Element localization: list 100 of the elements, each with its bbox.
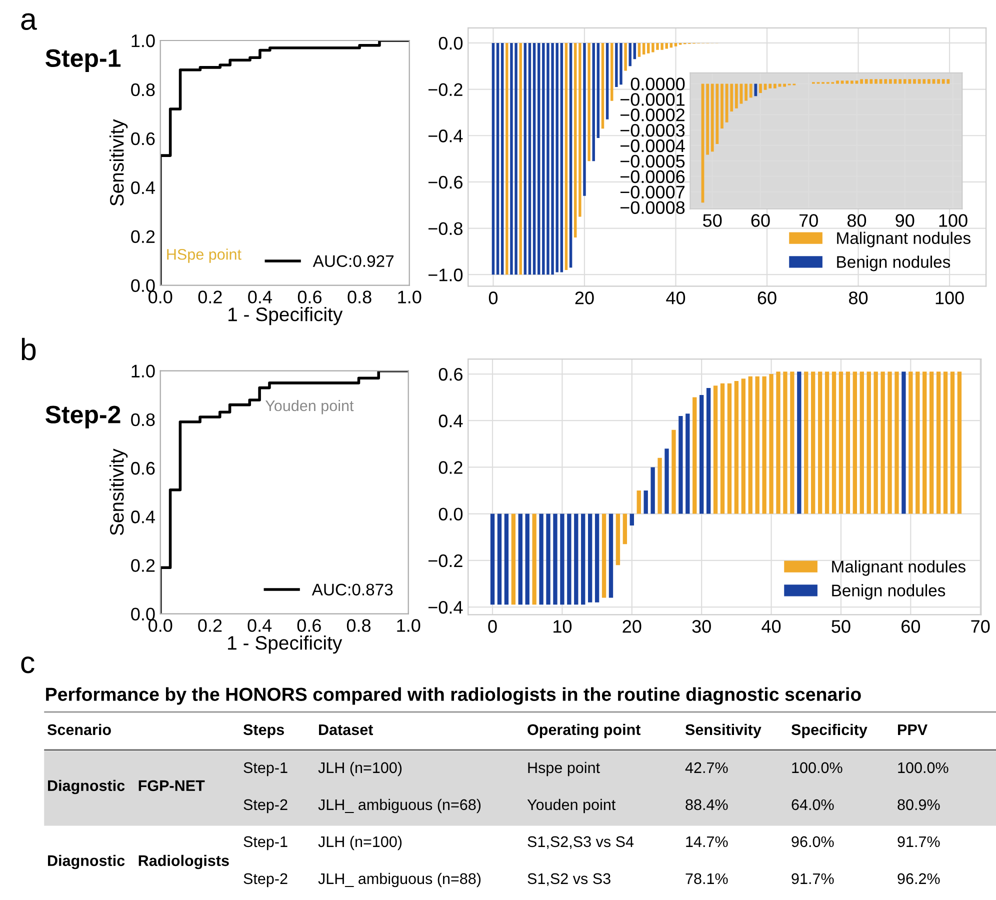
bar bbox=[504, 514, 509, 605]
y-tick-label: −0.4 bbox=[428, 600, 463, 614]
legend-label: Malignant nodules bbox=[837, 232, 970, 248]
y-tick-label: −0.2 bbox=[428, 554, 462, 568]
bar bbox=[692, 397, 697, 514]
bar bbox=[525, 514, 530, 605]
x-tick-label: 0.6 bbox=[297, 619, 321, 632]
bar bbox=[727, 383, 732, 514]
text: Steps bbox=[243, 724, 284, 738]
annotation: Youden point bbox=[265, 400, 354, 414]
bar bbox=[616, 514, 620, 566]
bar bbox=[846, 372, 850, 514]
text: JLH (n=100) bbox=[318, 762, 402, 776]
x-tick-label: 20 bbox=[622, 620, 642, 633]
text: 80.9% bbox=[898, 799, 940, 810]
x-tick-label: 80 bbox=[849, 292, 868, 304]
text: Youden point bbox=[527, 798, 616, 814]
y-tick-label: −0.0006 bbox=[620, 170, 685, 184]
text: Sensitivity bbox=[685, 724, 762, 738]
text: 100.0% bbox=[898, 762, 948, 774]
text: 96.2% bbox=[898, 873, 940, 884]
x-tick-label: 0.0 bbox=[148, 619, 172, 632]
bar bbox=[880, 372, 885, 514]
x-axis-title: 1 - Specificity bbox=[228, 635, 342, 654]
x-tick-label: 70 bbox=[971, 620, 990, 633]
text: Performance by the HONORS compared with radiologists in the routine diagnostic scenario bbox=[46, 687, 861, 705]
bar bbox=[783, 372, 788, 514]
y-tick-label: −0.0004 bbox=[620, 139, 685, 152]
text: 96.0% bbox=[792, 836, 834, 848]
bar bbox=[832, 372, 836, 514]
y-tick-label: 0.2 bbox=[131, 559, 155, 572]
legend-label: Benign nodules bbox=[832, 584, 946, 600]
y-axis-title: Sensitivity bbox=[109, 448, 128, 536]
text: Scenario bbox=[47, 724, 111, 736]
x-tick-label: 60 bbox=[902, 620, 920, 633]
bar bbox=[950, 372, 955, 514]
bar bbox=[546, 514, 550, 605]
x-axis-title: 1 - Specificity bbox=[228, 306, 343, 326]
text: Step-1 bbox=[244, 762, 288, 776]
x-tick-label: 0.6 bbox=[298, 290, 322, 304]
text: Specificity bbox=[791, 724, 868, 738]
bar bbox=[636, 490, 641, 514]
bar bbox=[511, 514, 516, 605]
bar bbox=[741, 378, 746, 514]
bar bbox=[650, 467, 655, 514]
text: JLH (n=100) bbox=[318, 836, 402, 850]
y-tick-label: −0.0008 bbox=[620, 201, 685, 214]
x-tick-label: 60 bbox=[758, 292, 776, 304]
bar bbox=[518, 514, 522, 605]
bar bbox=[658, 458, 662, 514]
x-tick-label: 0.4 bbox=[248, 619, 272, 632]
y-tick-label: 0.0 bbox=[438, 36, 463, 50]
line-series bbox=[160, 370, 408, 614]
bar bbox=[762, 376, 766, 514]
x-tick-label: 90 bbox=[896, 214, 914, 227]
y-tick-label: 0.6 bbox=[131, 132, 155, 146]
bar bbox=[622, 514, 628, 544]
text: 88.4% bbox=[686, 799, 728, 810]
bar bbox=[790, 372, 794, 514]
x-tick-label: 0.2 bbox=[198, 619, 222, 632]
y-tick-label: −1.0 bbox=[428, 268, 463, 282]
bar bbox=[866, 372, 871, 514]
bar bbox=[644, 490, 648, 514]
text: JLH_ ambiguous (n=88) bbox=[318, 872, 481, 888]
text: 91.7% bbox=[792, 873, 834, 884]
bar bbox=[560, 514, 564, 605]
bar bbox=[852, 372, 858, 514]
x-tick-label: 30 bbox=[692, 620, 711, 633]
y-tick-label: 0.6 bbox=[131, 462, 155, 475]
text: Step-1 bbox=[46, 49, 121, 72]
text: 14.7% bbox=[686, 836, 728, 848]
text: Dataset bbox=[319, 724, 374, 736]
bar bbox=[532, 514, 536, 605]
x-tick-label: 40 bbox=[666, 292, 686, 304]
y-tick-label: −0.0003 bbox=[620, 124, 685, 137]
text: PPV bbox=[898, 724, 928, 735]
bar bbox=[588, 514, 592, 602]
bar bbox=[838, 372, 844, 514]
y-tick-label: −0.6 bbox=[428, 176, 462, 189]
y-tick-label: 0.4 bbox=[131, 181, 155, 194]
bar bbox=[574, 514, 578, 605]
bar bbox=[664, 448, 669, 514]
text: Step-2 bbox=[46, 406, 120, 428]
bar bbox=[734, 381, 739, 514]
text: 100.0% bbox=[792, 762, 842, 774]
y-tick-label: −0.2 bbox=[428, 83, 462, 96]
y-tick-label: −0.0002 bbox=[620, 108, 684, 122]
x-tick-label: 0.8 bbox=[346, 619, 371, 632]
bar bbox=[888, 372, 892, 514]
bar bbox=[700, 394, 704, 514]
bar bbox=[497, 514, 502, 605]
x-tick-label: 100 bbox=[939, 214, 968, 227]
y-tick-label: 0.4 bbox=[131, 510, 155, 524]
bar bbox=[748, 376, 752, 514]
legend-label: AUC:0.927 bbox=[312, 255, 394, 268]
bar bbox=[943, 372, 948, 514]
annotation: HSpe point bbox=[167, 248, 242, 263]
bar bbox=[936, 372, 941, 514]
x-tick-label: 1.0 bbox=[397, 619, 420, 632]
y-tick-label: −0.0001 bbox=[620, 93, 684, 106]
